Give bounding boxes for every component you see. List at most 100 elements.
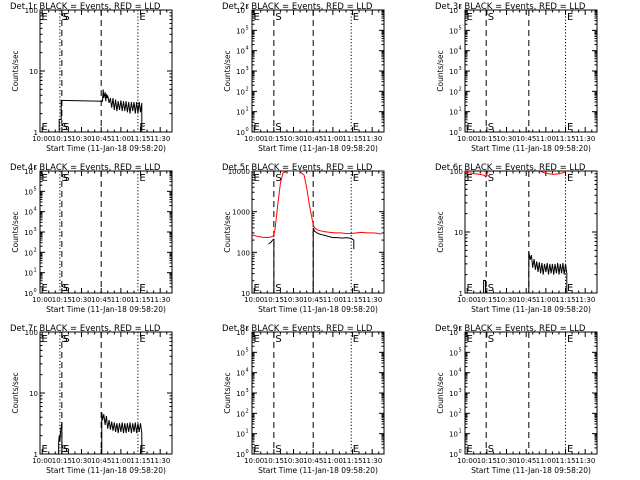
x-tick-label: 11:30 <box>575 296 595 304</box>
y-tick-label: 10 <box>24 168 33 176</box>
y-axis-label: Counts/sec <box>436 50 445 91</box>
marker-label-top: S <box>63 173 69 184</box>
marker-label-bottom: E <box>353 122 359 133</box>
marker-label-top: E <box>353 12 359 23</box>
y-tick-label: 10 <box>449 129 458 137</box>
marker-label-bottom: E <box>467 283 473 294</box>
x-tick-label: 10:15 <box>52 296 72 304</box>
marker-label-bottom: S <box>63 283 69 294</box>
x-tick-label: 10:00 <box>244 135 264 143</box>
x-axis-label: Start Time (11-Jan-18 09:58:20) <box>46 466 166 475</box>
panel-det-8r: Det 8r BLACK = Events, RED = LLD Counts/s… <box>222 324 385 475</box>
x-tick-label: 11:00 <box>111 296 131 304</box>
marker-label-top: E <box>467 12 473 23</box>
y-tick-label: 10 <box>236 410 245 418</box>
marker-label-bottom: S <box>488 122 494 133</box>
marker-label-top: E <box>467 173 473 184</box>
panel-title: Det 1r BLACK = Events, RED = LLD <box>10 2 161 12</box>
x-tick-label: 11:30 <box>150 135 170 143</box>
y-tick-label: 10 <box>449 48 458 56</box>
y-tick-label: 10 <box>449 370 458 378</box>
x-tick-label: 11:00 <box>323 296 343 304</box>
x-tick-label: 10:00 <box>457 296 477 304</box>
y-tick-label: 1 <box>459 290 463 298</box>
y-tick-exponent: 6 <box>246 5 249 11</box>
marker-label-bottom: E <box>353 444 359 455</box>
marker-label-bottom: S <box>488 283 494 294</box>
y-tick-label: 10 <box>236 7 245 15</box>
y-tick-label: 10 <box>236 48 245 56</box>
marker-label-top: E <box>42 173 48 184</box>
events-series-0 <box>58 412 143 454</box>
marker-label-bottom: E <box>42 122 48 133</box>
y-tick-label: 10 <box>449 68 458 76</box>
y-tick-label: 1 <box>34 129 38 137</box>
y-tick-exponent: 6 <box>246 327 249 333</box>
panel-title: Det 9r BLACK = Events, RED = LLD <box>435 324 586 334</box>
y-tick-label: 10000 <box>228 168 250 176</box>
y-tick-label: 10 <box>236 88 245 96</box>
marker-label-bottom: E <box>139 283 145 294</box>
x-tick-label: 10:15 <box>52 457 72 465</box>
panel-title: Det 4r BLACK = Events, RED = LLD <box>10 163 161 173</box>
y-tick-exponent: 3 <box>246 66 249 72</box>
x-tick-label: 10:00 <box>457 135 477 143</box>
x-axis-label: Start Time (11-Jan-18 09:58:20) <box>258 305 378 314</box>
x-tick-label: 10:30 <box>71 135 91 143</box>
marker-label-bottom: E <box>567 444 573 455</box>
y-tick-exponent: 4 <box>459 368 462 374</box>
marker-label-bottom: E <box>353 283 359 294</box>
y-tick-exponent: 3 <box>246 388 249 394</box>
y-tick-label: 100 <box>25 329 38 337</box>
marker-label-bottom: E <box>254 283 260 294</box>
marker-label-top: E <box>254 173 260 184</box>
y-tick-exponent: 3 <box>459 66 462 72</box>
marker-label-bottom: S <box>63 444 69 455</box>
y-tick-exponent: 1 <box>459 107 462 113</box>
marker-label-top: S <box>488 12 494 23</box>
x-axis-label: Start Time (11-Jan-18 09:58:20) <box>471 144 591 153</box>
marker-label-bottom: S <box>488 444 494 455</box>
x-axis-label: Start Time (11-Jan-18 09:58:20) <box>258 144 378 153</box>
events-series-0 <box>268 227 355 293</box>
x-tick-label: 10:15 <box>477 135 497 143</box>
marker-label-bottom: E <box>567 122 573 133</box>
y-tick-label: 10 <box>24 249 33 257</box>
x-tick-label: 11:00 <box>536 296 556 304</box>
x-tick-label: 10:15 <box>264 296 284 304</box>
x-axis-label: Start Time (11-Jan-18 09:58:20) <box>46 144 166 153</box>
y-tick-exponent: 1 <box>459 429 462 435</box>
y-tick-exponent: 1 <box>246 429 249 435</box>
x-tick-label: 10:30 <box>496 135 516 143</box>
x-tick-label: 10:15 <box>264 457 284 465</box>
x-tick-label: 10:00 <box>457 457 477 465</box>
marker-label-bottom: E <box>139 122 145 133</box>
marker-label-top: E <box>139 173 145 184</box>
marker-label-top: E <box>353 173 359 184</box>
marker-label-bottom: S <box>61 283 67 294</box>
y-axis-label: Counts/sec <box>223 211 232 252</box>
x-tick-label: 11:00 <box>536 135 556 143</box>
marker-label-top: S <box>275 334 281 345</box>
y-tick-label: 10 <box>449 109 458 117</box>
x-tick-label: 10:45 <box>303 296 323 304</box>
x-tick-label: 10:30 <box>496 296 516 304</box>
marker-label-top: S <box>275 173 281 184</box>
y-tick-exponent: 6 <box>459 327 462 333</box>
x-tick-label: 10:30 <box>283 135 303 143</box>
y-tick-exponent: 5 <box>459 347 462 353</box>
x-tick-label: 11:15 <box>342 457 362 465</box>
marker-label-top: S <box>63 12 69 23</box>
x-tick-label: 11:00 <box>111 457 131 465</box>
y-tick-label: 10 <box>236 109 245 117</box>
marker-label-top: E <box>567 334 573 345</box>
x-tick-label: 11:00 <box>323 457 343 465</box>
y-tick-label: 1000 <box>232 209 250 217</box>
x-tick-label: 11:00 <box>323 135 343 143</box>
y-tick-exponent: 0 <box>459 127 462 133</box>
x-tick-label: 11:15 <box>555 135 575 143</box>
y-axis-label: Counts/sec <box>436 211 445 252</box>
y-tick-label: 10 <box>29 68 38 76</box>
marker-label-bottom: E <box>567 283 573 294</box>
y-tick-exponent: 2 <box>246 408 249 414</box>
